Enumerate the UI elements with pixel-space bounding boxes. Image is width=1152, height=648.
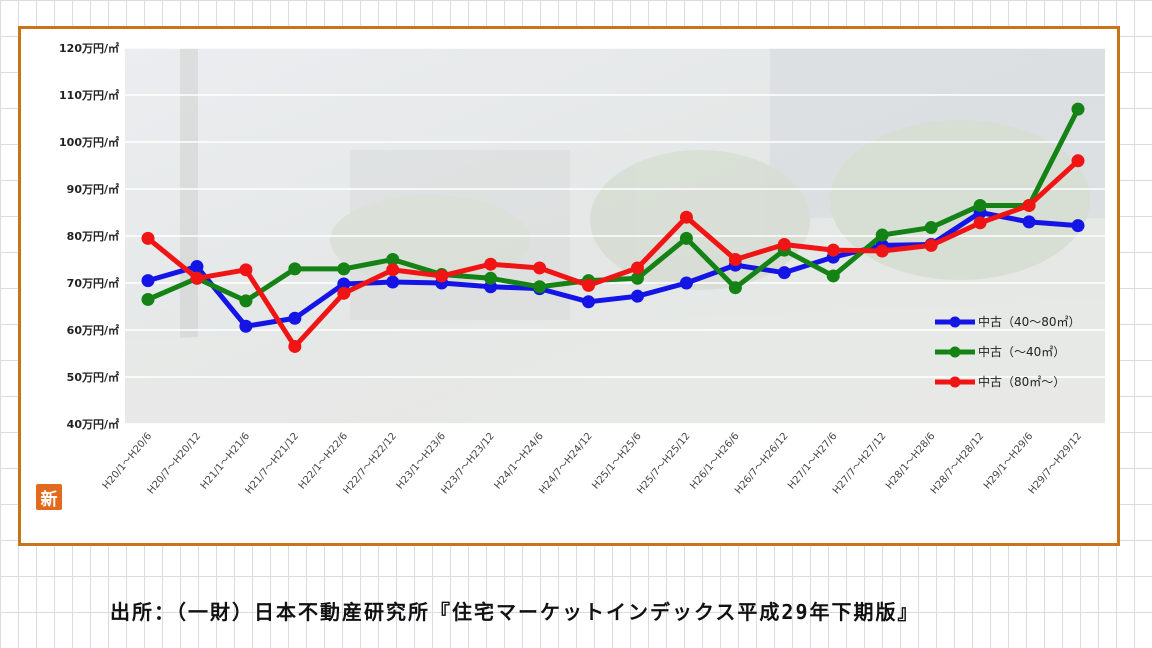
y-tick-label: 60万円/㎡ [67, 323, 119, 337]
x-tick-label: H24/7～H24/12 [537, 431, 594, 497]
photo-shape-3 [830, 120, 1090, 280]
x-tick-label: H29/7～H29/12 [1027, 431, 1084, 497]
data-point [777, 237, 791, 251]
data-point [337, 262, 351, 276]
x-tick-label: H27/1～H27/6 [786, 431, 839, 492]
legend-label: 中古（40～80㎡） [978, 314, 1081, 329]
x-tick-label: H21/1～H21/6 [199, 431, 252, 492]
legend: 中古（40～80㎡） 中古（～40㎡） 中古（80㎡～） [935, 314, 1081, 389]
data-point [1071, 219, 1085, 233]
data-point [924, 238, 938, 252]
data-point [728, 253, 742, 266]
data-point [924, 221, 938, 235]
x-tick-label: H29/1～H29/6 [982, 431, 1035, 492]
y-tick-label: 110万円/㎡ [59, 88, 119, 102]
data-point [141, 231, 155, 245]
data-point [1071, 102, 1085, 116]
data-point [875, 228, 889, 242]
data-point [337, 277, 351, 291]
data-point [386, 253, 400, 266]
data-point [484, 257, 498, 271]
x-tick-label: H20/1～H20/6 [101, 431, 154, 492]
data-point [582, 278, 596, 292]
data-point [288, 262, 302, 276]
data-point [533, 261, 547, 275]
x-tick-label: H28/7～H28/12 [929, 431, 986, 497]
x-axis-ticks: H20/1～H20/6H20/7～H20/12H21/1～H21/6H21/7～… [101, 431, 1084, 497]
data-point [190, 260, 204, 274]
data-point [875, 244, 889, 258]
series-line [145, 106, 1081, 304]
data-point [141, 274, 155, 288]
x-tick-label: H27/7～H27/12 [831, 431, 888, 497]
series-1 [141, 102, 1085, 308]
y-tick-label: 80万円/㎡ [67, 229, 119, 243]
data-point [288, 311, 302, 325]
data-point [288, 339, 302, 353]
data-point [533, 280, 547, 294]
y-tick-label: 50万円/㎡ [67, 370, 119, 384]
grid-lines [125, 47, 1105, 425]
data-point [239, 263, 253, 277]
x-tick-label: H25/1～H25/6 [590, 431, 643, 492]
data-point [1022, 198, 1036, 212]
data-point [630, 271, 644, 285]
data-point [386, 263, 400, 277]
data-point [826, 269, 840, 283]
x-tick-label: H24/1～H24/6 [492, 431, 545, 492]
legend-label: 中古（～40㎡） [978, 344, 1065, 359]
y-tick-label: 120万円/㎡ [59, 41, 119, 55]
data-point [1071, 154, 1085, 168]
legend-marker [949, 316, 961, 328]
y-tick-label: 100万円/㎡ [59, 135, 119, 149]
source-citation: 出所：（一財）日本不動産研究所『住宅マーケットインデックス平成29年下期版』 [110, 600, 920, 624]
photo-shape-6 [125, 300, 1105, 424]
x-tick-label: H28/1～H28/6 [884, 431, 937, 492]
data-point [337, 286, 351, 300]
legend-label: 中古（80㎡～） [978, 374, 1065, 389]
data-point [386, 275, 400, 289]
data-point [1022, 215, 1036, 229]
x-tick-label: H23/7～H23/12 [439, 431, 496, 497]
photo-shape-5 [180, 48, 198, 348]
series-2 [141, 154, 1085, 353]
x-tick-label: H20/7～H20/12 [146, 431, 203, 497]
legend-marker [949, 346, 961, 358]
data-point [190, 271, 204, 285]
data-point [826, 243, 840, 257]
data-point [239, 319, 253, 333]
legend-marker [949, 376, 961, 388]
x-tick-label: H26/7～H26/12 [733, 431, 790, 497]
data-point [973, 198, 987, 212]
data-point [239, 294, 253, 308]
y-tick-label: 70万円/㎡ [67, 276, 119, 290]
series-lines [141, 102, 1085, 353]
x-tick-label: H22/7～H22/12 [342, 431, 399, 497]
data-point [973, 216, 987, 230]
data-point [679, 231, 693, 245]
data-point [630, 261, 644, 275]
y-axis-ticks: 120万円/㎡ 110万円/㎡ 100万円/㎡ 90万円/㎡ 80万円/㎡ 70万円/㎡ 6… [59, 41, 119, 431]
y-tick-label: 90万円/㎡ [67, 182, 119, 196]
data-point [582, 295, 596, 309]
x-tick-label: H26/1～H26/6 [688, 431, 741, 492]
data-point [630, 289, 644, 303]
photo-shape-2 [590, 150, 810, 290]
x-tick-label: H23/1～H23/6 [395, 431, 448, 492]
new-badge: 新 [36, 484, 62, 510]
data-point [679, 210, 693, 224]
data-point [484, 271, 498, 285]
x-tick-label: H22/1～H22/6 [297, 431, 350, 492]
x-tick-label: H25/7～H25/12 [635, 431, 692, 497]
x-tick-label: H21/7～H21/12 [244, 431, 301, 497]
data-point [777, 266, 791, 280]
y-tick-label: 40万円/㎡ [67, 417, 119, 431]
series-line [145, 158, 1081, 349]
data-point [141, 292, 155, 306]
data-point [435, 269, 449, 283]
data-point [679, 276, 693, 290]
data-point [728, 281, 742, 295]
